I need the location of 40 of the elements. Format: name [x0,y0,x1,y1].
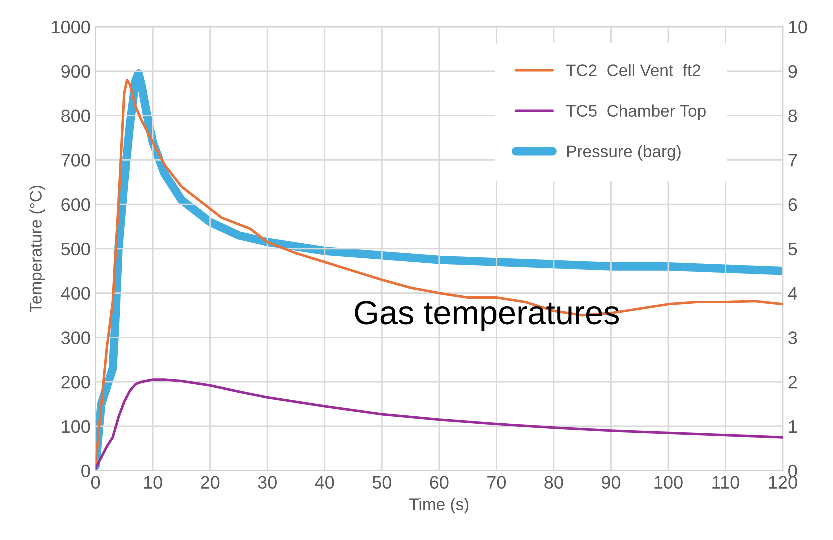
y-tick-label: 200 [62,376,90,389]
x-tick-label: 40 [315,476,334,490]
y2-tick-label: 9 [788,65,798,78]
x-tick-label: 30 [258,476,277,490]
y2-tick-label: 10 [789,20,808,34]
x-tick-label: 10 [144,476,162,490]
y2-tick-label: 4 [788,287,798,300]
y-tick-label: 700 [62,154,90,167]
y2-tick-label: 2 [788,376,798,389]
x-tick-label: 110 [712,476,740,490]
y2-tick-label: 8 [788,110,798,122]
y-axis-title: Temperature (°C) [30,186,46,313]
x-axis-title: Time (s) [410,498,469,514]
x-tick-label: 70 [488,476,506,490]
y2-tick-label: 7 [788,154,798,167]
y-tick-label: 400 [61,287,90,300]
x-tick-label: 80 [544,476,564,490]
x-tick-label: 0 [91,476,100,490]
x-tick-label: 50 [372,476,392,490]
legend-label: Pressure (barg) [567,145,681,161]
y-tick-label: 0 [82,464,90,478]
annotation: Gas temperatures [355,301,620,332]
y-tick-label: 500 [62,242,90,256]
y-tick-label: 900 [62,65,90,78]
legend-label: TC2 Cell Vent ft2 [566,64,701,76]
legend-label: TC5 Chamber Top [566,104,706,120]
x-tick-label: 90 [602,476,621,490]
y-tick-label: 100 [62,420,90,434]
x-tick-label: 100 [654,476,683,490]
y-tick-label: 1000 [52,20,90,34]
y2-tick-label: 1 [789,420,798,434]
x-tick-label: 120 [769,476,798,490]
x-tick-label: 20 [201,476,220,490]
y2-tick-label: 3 [788,332,798,344]
y2-tick-label: 6 [788,198,798,212]
y2-tick-label: 5 [788,243,798,256]
y-tick-label: 600 [62,198,90,212]
y-tick-label: 800 [62,110,90,122]
y-tick-label: 300 [62,332,90,344]
x-tick-label: 60 [430,476,449,490]
